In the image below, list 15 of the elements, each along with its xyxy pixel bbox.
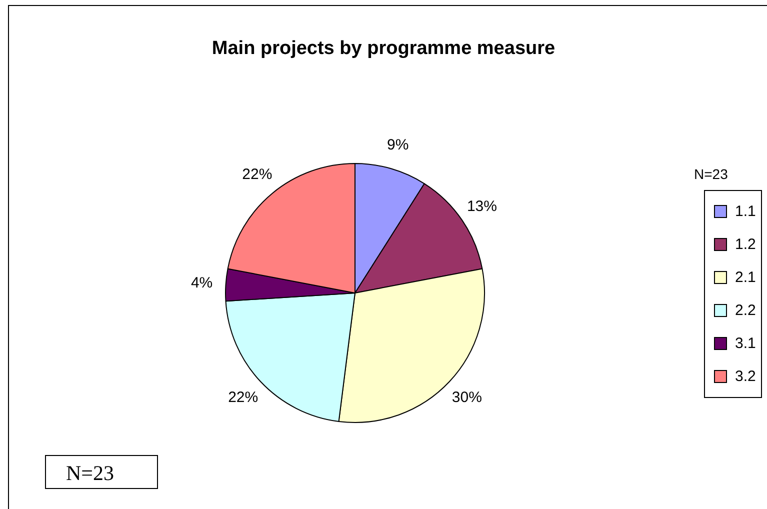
legend-label: 3.1 (735, 335, 756, 352)
data-label: 30% (452, 389, 482, 406)
data-label: 4% (190, 274, 213, 292)
legend-label: 2.2 (735, 302, 756, 319)
legend-label: 3.2 (735, 368, 756, 385)
data-label: 22% (242, 166, 272, 183)
data-label: 13% (466, 198, 497, 215)
legend-label: 1.1 (735, 203, 756, 220)
legend-label: 2.1 (735, 269, 756, 286)
text: N=23 (45, 455, 158, 489)
legend-label: 1.2 (735, 236, 756, 253)
data-label: 22% (228, 389, 258, 406)
data-label: 9% (386, 136, 409, 154)
chart-title: Main projects by programme measure (210, 38, 556, 60)
text: N=23 (694, 166, 728, 182)
